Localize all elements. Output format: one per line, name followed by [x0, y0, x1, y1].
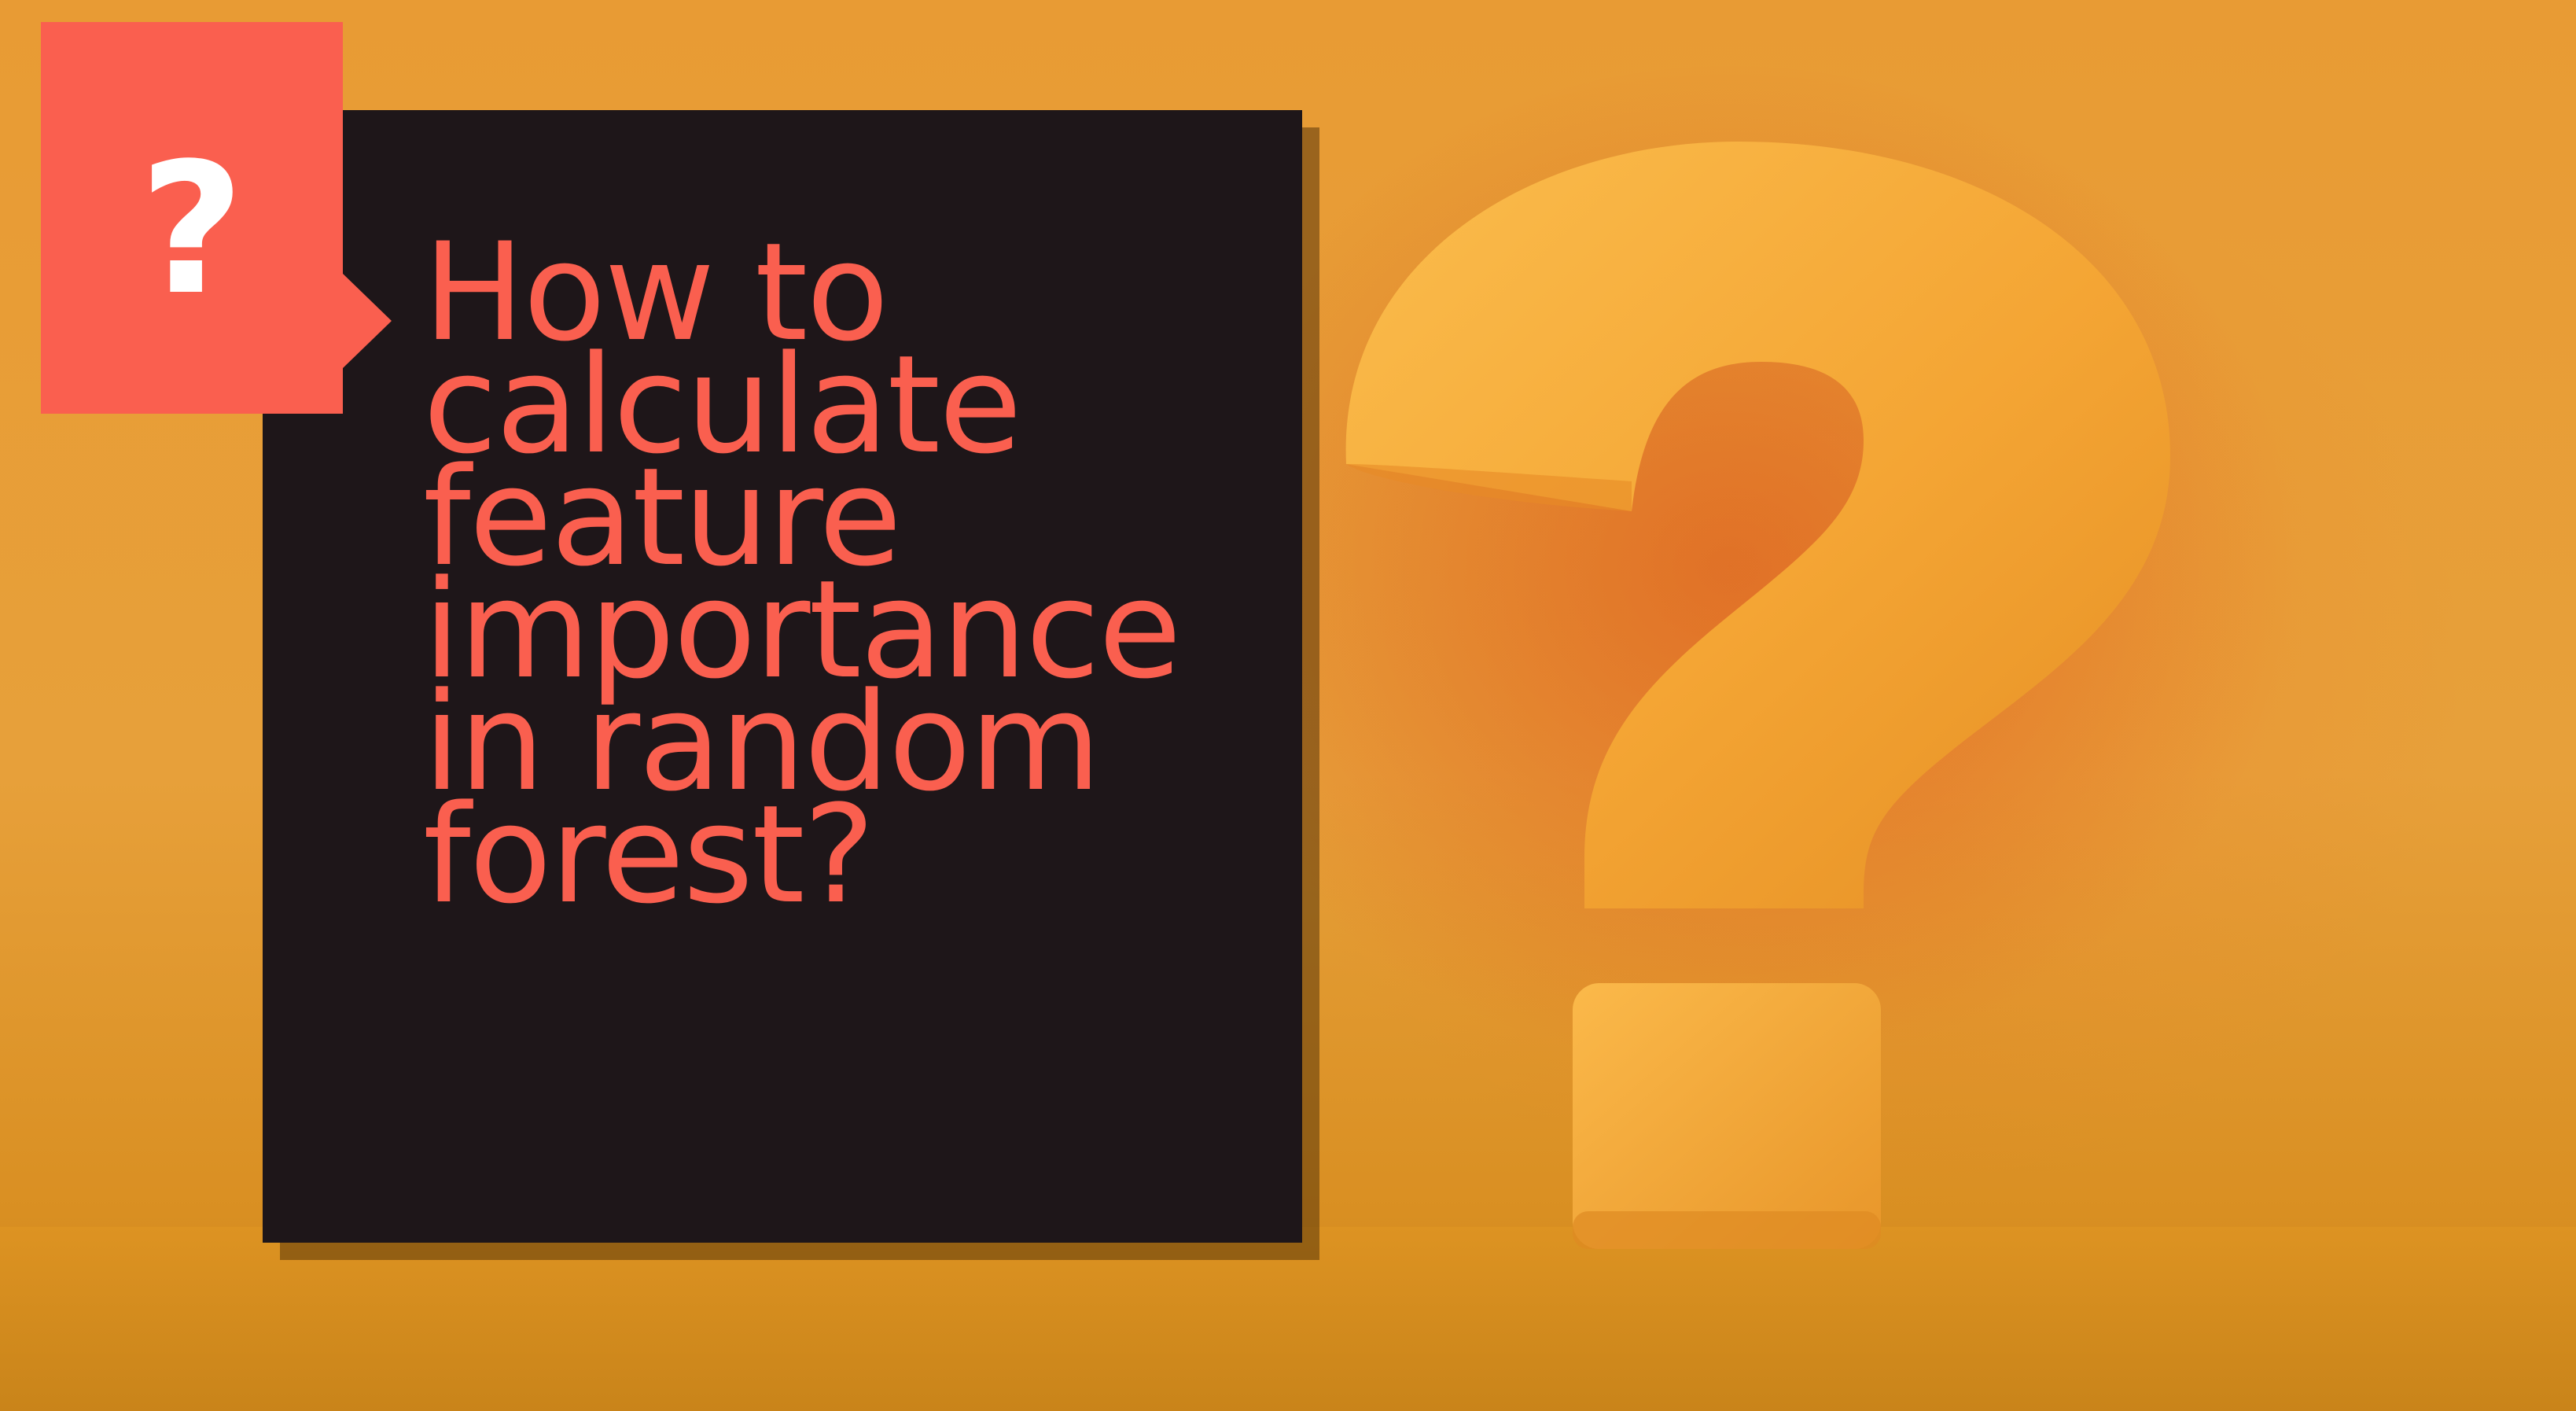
question-mark-icon: ? [139, 125, 245, 335]
question-mark-hook [1345, 142, 2170, 908]
badge-pointer [343, 274, 392, 368]
headline: How to calculate feature importance in r… [423, 213, 1182, 934]
question-mark-dot [1573, 983, 1881, 1249]
dot-base-shade [1573, 1211, 1881, 1249]
question-badge: ? [41, 22, 343, 414]
title-card [263, 110, 1302, 1243]
hook-edge [1346, 464, 1632, 511]
